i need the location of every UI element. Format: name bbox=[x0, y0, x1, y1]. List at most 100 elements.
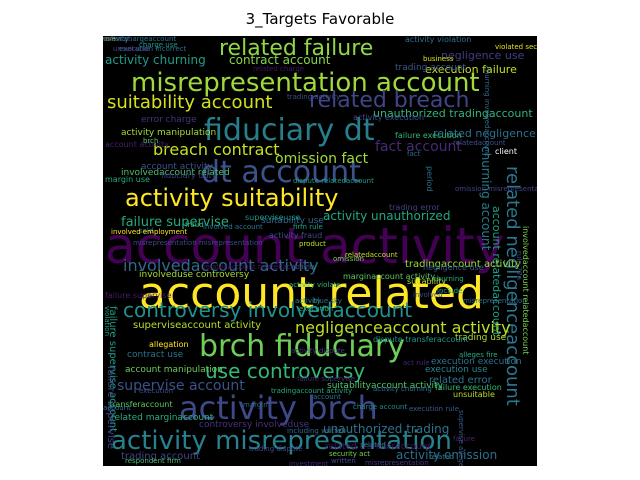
word-fiduciary-duty: fiduciary duty bbox=[161, 171, 217, 180]
word-churning-involvedaccount: churning involvedaccount bbox=[483, 66, 491, 157]
word-churning-account: churning account bbox=[479, 146, 493, 251]
word-activity: activity bbox=[103, 36, 129, 43]
word-allegation: allegation bbox=[149, 340, 189, 349]
word-related-breach: related breach bbox=[309, 88, 470, 113]
word-negligence-use: negligence use bbox=[441, 49, 525, 62]
word-fact-account: fact account bbox=[375, 139, 462, 155]
word-firm-rule: firm rule bbox=[293, 223, 323, 231]
word-account-activity: account activity bbox=[141, 162, 213, 172]
word-execution-execution: execution execution bbox=[431, 357, 522, 367]
word-account-activity: account activity bbox=[105, 217, 505, 275]
word-omission-misrepresentation: omission misrepresentation bbox=[455, 185, 537, 193]
word-supervise-use: supervise use bbox=[245, 213, 301, 222]
word-activity: activity bbox=[295, 297, 321, 305]
word-execution-incorrect: execution incorrect bbox=[119, 45, 187, 53]
word-error-chargeaccount: error chargeaccount bbox=[105, 36, 177, 43]
word-relatedaccount: relatedaccount bbox=[345, 251, 398, 259]
word-failure-supervise-account: failure supervise account bbox=[107, 306, 118, 433]
word-account-relatedaccount: account relatedaccount bbox=[490, 206, 503, 337]
word-charge-account: charge account bbox=[353, 403, 408, 411]
word-superviseaccount-activity: superviseaccount activity bbox=[133, 320, 262, 331]
word-cloud: account activity account related misrepres… bbox=[103, 36, 537, 466]
word-suitability-account: suitability account bbox=[107, 92, 273, 113]
word-activity-execution: activity execution bbox=[353, 113, 425, 122]
word-activity-unauthorized: activity unauthorized bbox=[323, 209, 451, 223]
word-related-negligence: related negligence bbox=[433, 127, 536, 140]
word-brch-fiduciary: brch fiduciary bbox=[199, 329, 406, 364]
word-related-transferaccount: related transferaccount bbox=[325, 442, 432, 452]
word-involved: involved bbox=[413, 291, 443, 299]
word-dispute-relatedaccount: dispute relatedaccount bbox=[293, 177, 374, 185]
word-involveduse-controversy: involveduse controversy bbox=[139, 270, 250, 280]
word-relatedaccount: relatedaccount bbox=[453, 139, 506, 147]
word-activity-suitability: activity suitability bbox=[125, 184, 339, 212]
word-charge-use: charge use bbox=[139, 41, 178, 49]
word-trading-account: trading account bbox=[395, 63, 467, 73]
word-failure: failure bbox=[453, 435, 476, 443]
word-omission-fact: omission fact bbox=[275, 151, 369, 167]
word-negligenceaccount-activity: negligenceaccount activity bbox=[295, 318, 511, 337]
word-controversy-involvedaccount: controversy involvedaccount bbox=[123, 298, 413, 322]
word-activity-churning: activity churning bbox=[105, 53, 206, 67]
word-related: related bbox=[429, 453, 454, 461]
word-written: written bbox=[331, 457, 356, 465]
word-dt-account: dt account bbox=[201, 155, 361, 190]
word-period: period bbox=[425, 166, 434, 192]
word-use: use bbox=[103, 36, 116, 43]
word-involvedaccount-relatedaccount: involvedaccount relatedaccount bbox=[521, 226, 530, 355]
word-activity-brch: activity brch bbox=[179, 389, 378, 427]
word-trading-account: trading account bbox=[121, 451, 200, 462]
word-involved-account: involved account bbox=[203, 223, 263, 231]
word-margin-use: margin use bbox=[105, 175, 150, 184]
word-activity-churning: activity churning bbox=[373, 385, 432, 393]
word-supervise-account: supervise account bbox=[117, 378, 245, 394]
word-trading-error: trading error bbox=[389, 203, 440, 212]
word-tradingaccount-activity: tradingaccount activity bbox=[405, 259, 521, 270]
word-account-related: account related bbox=[139, 268, 484, 319]
word-suitability-use: suitability use bbox=[261, 216, 324, 226]
word-activity-dispute: activity dispute bbox=[291, 347, 345, 355]
word-business: business bbox=[423, 55, 454, 63]
word-failure-supervise: failure supervise bbox=[105, 366, 116, 449]
word-including-written: including written bbox=[287, 427, 346, 435]
word-unauthorized-trading: unauthorized trading bbox=[323, 422, 450, 436]
word-breach-contract: breach contract bbox=[153, 140, 280, 159]
word-related: related bbox=[361, 441, 386, 449]
word-failure-supervise: failure supervise bbox=[297, 375, 356, 383]
word-blue-sky: blue sky bbox=[313, 297, 342, 305]
word-trading-dispute: trading dispute bbox=[249, 445, 303, 453]
word-margin: margin bbox=[243, 401, 268, 409]
word-fiduciary-dt: fiduciary dt bbox=[204, 113, 375, 148]
word-include: include bbox=[437, 287, 463, 295]
word-related-marginaccount: related marginaccount bbox=[111, 413, 214, 423]
word-error-charge: error charge bbox=[141, 115, 197, 125]
word-contract-use: contract use bbox=[127, 350, 184, 360]
word-failure-execution: failure execution bbox=[435, 383, 502, 392]
word-activity-manipulation: activity manipulation bbox=[121, 128, 217, 138]
word-execution: execution bbox=[139, 387, 174, 395]
word-unsuitable: unsuitable bbox=[453, 390, 495, 399]
word-sold: sold bbox=[139, 227, 154, 235]
word-churning: churning bbox=[433, 275, 464, 283]
word-failure-supervise: failure supervise bbox=[105, 291, 172, 300]
word-trading-activity: trading activity bbox=[287, 93, 341, 101]
word-violation: violation bbox=[103, 306, 111, 337]
word-execution-rule: execution rule bbox=[409, 405, 459, 413]
word-related-failure: related failure bbox=[219, 36, 374, 61]
word-execution-use: execution use bbox=[425, 365, 488, 375]
word-trading-use: trading use bbox=[455, 333, 507, 343]
word-activity-violate: activity violate bbox=[289, 281, 341, 289]
word-misrepresentation-misrepresentation: misrepresentation misrepresentation bbox=[133, 239, 263, 247]
word-suitability: suitability bbox=[407, 277, 447, 286]
word-transferaccount: transferaccount bbox=[109, 400, 173, 409]
word-unsuitable: unsuitable bbox=[113, 45, 150, 53]
word-unauthorized-tradingaccount: unauthorized tradingaccount bbox=[373, 107, 533, 120]
word-account-activity: account activity bbox=[105, 140, 169, 149]
word-activity-omission: activity omission bbox=[396, 448, 498, 462]
word-investment: investment bbox=[289, 460, 329, 467]
word-execution-failure: execution failure bbox=[425, 63, 517, 76]
word-related-negligenceaccount: related negligenceaccount bbox=[502, 166, 523, 406]
word-supervise-alleges: supervise alleges bbox=[457, 410, 465, 466]
word-alleges-fire: alleges fire bbox=[459, 351, 498, 359]
word-product: product bbox=[299, 240, 326, 248]
